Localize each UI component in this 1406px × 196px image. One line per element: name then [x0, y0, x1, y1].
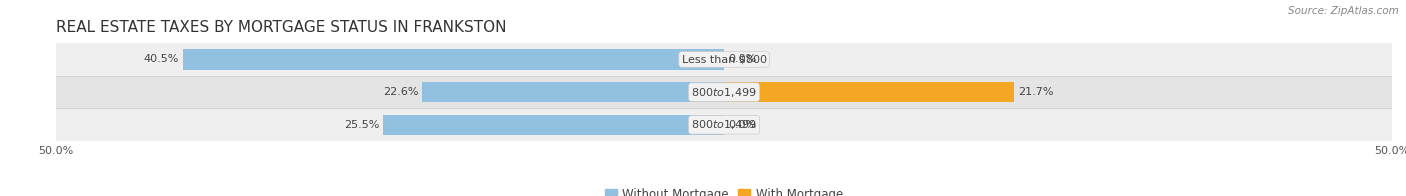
Text: $800 to $1,499: $800 to $1,499: [692, 118, 756, 131]
Bar: [56, 43, 1392, 76]
Text: 40.5%: 40.5%: [143, 54, 179, 64]
Bar: [422, 82, 724, 102]
Bar: [56, 108, 1392, 141]
Bar: [724, 82, 1014, 102]
Text: 0.0%: 0.0%: [728, 54, 756, 64]
Text: REAL ESTATE TAXES BY MORTGAGE STATUS IN FRANKSTON: REAL ESTATE TAXES BY MORTGAGE STATUS IN …: [56, 20, 506, 35]
Text: 25.5%: 25.5%: [344, 120, 380, 130]
Bar: [183, 49, 724, 70]
Text: $800 to $1,499: $800 to $1,499: [692, 86, 756, 99]
Bar: [56, 76, 1392, 108]
Legend: Without Mortgage, With Mortgage: Without Mortgage, With Mortgage: [600, 183, 848, 196]
Text: 22.6%: 22.6%: [382, 87, 418, 97]
Bar: [384, 115, 724, 135]
Text: Source: ZipAtlas.com: Source: ZipAtlas.com: [1288, 6, 1399, 16]
Text: Less than $800: Less than $800: [682, 54, 766, 64]
Text: 21.7%: 21.7%: [1018, 87, 1053, 97]
Text: 0.0%: 0.0%: [728, 120, 756, 130]
